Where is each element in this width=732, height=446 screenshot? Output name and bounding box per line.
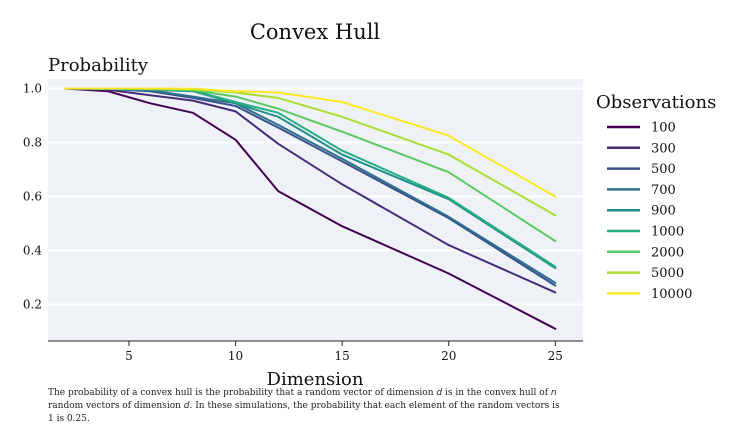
x-tick-label: 15 (335, 349, 350, 363)
legend-label-100: 100 (651, 121, 676, 136)
legend-label-700: 700 (651, 183, 676, 198)
y-axis-label: Probability (48, 55, 149, 76)
caption-text-1: The probability of a convex hull is the … (48, 388, 437, 398)
chart-title: Convex Hull (250, 20, 381, 44)
axes: 0.2 0.4 0.6 0.8 1.0 5 10 15 20 25 (23, 81, 583, 363)
gridlines (48, 87, 583, 306)
figure-caption: The probability of a convex hull is the … (48, 387, 568, 426)
legend-label-2000: 2000 (651, 245, 684, 260)
y-tick-label: 0.6 (23, 189, 42, 203)
legend-label-10000: 10000 (651, 287, 692, 302)
caption-var-n: n (550, 388, 557, 398)
series-line-10000 (64, 87, 557, 198)
legend-label-900: 900 (651, 204, 676, 219)
caption-text-4: . In these simulations, the probability … (48, 401, 560, 424)
series-line-300 (64, 87, 557, 294)
x-tick-label: 25 (548, 349, 563, 363)
legend-label-1000: 1000 (651, 225, 684, 240)
legend-label-5000: 5000 (651, 266, 684, 281)
x-tick-label: 5 (125, 349, 133, 363)
x-tick-label: 10 (228, 349, 243, 363)
y-tick-label: 0.2 (23, 298, 42, 312)
legend-label-500: 500 (651, 162, 676, 177)
series-line-100 (64, 87, 557, 330)
caption-var-d-2: d (183, 401, 190, 411)
series-lines (64, 87, 557, 330)
y-tick-label: 0.4 (23, 244, 42, 258)
legend-label-300: 300 (651, 141, 676, 156)
legend: 100 300 500 700 900 1000 2000 5000 10000 (607, 121, 692, 302)
y-tick-label: 1.0 (23, 81, 42, 95)
caption-text-2: is in the convex hull of (442, 388, 551, 398)
x-tick-label: 20 (441, 349, 456, 363)
x-axis-label: Dimension (267, 369, 364, 386)
y-tick-label: 0.8 (23, 135, 42, 149)
caption-var-d: d (436, 388, 443, 398)
convex-hull-chart: Convex Hull Probability 0.2 0.4 0.6 0.8 1.0 5… (23, 20, 716, 386)
legend-title: Observations (596, 92, 716, 113)
caption-text-3: random vectors of dimension (48, 401, 184, 411)
